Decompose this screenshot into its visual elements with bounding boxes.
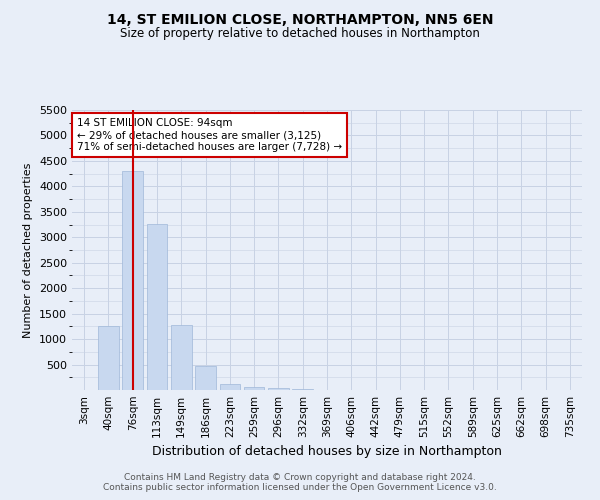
Text: 14 ST EMILION CLOSE: 94sqm
← 29% of detached houses are smaller (3,125)
71% of s: 14 ST EMILION CLOSE: 94sqm ← 29% of deta…	[77, 118, 342, 152]
Bar	[171, 325, 191, 390]
Bar	[98, 326, 119, 390]
Text: Contains HM Land Registry data © Crown copyright and database right 2024.
Contai: Contains HM Land Registry data © Crown c…	[103, 473, 497, 492]
Bar	[122, 171, 143, 390]
Text: Size of property relative to detached houses in Northampton: Size of property relative to detached ho…	[120, 28, 480, 40]
Bar	[195, 366, 216, 390]
Y-axis label: Number of detached properties: Number of detached properties	[23, 162, 34, 338]
Bar	[268, 388, 289, 390]
Bar	[220, 384, 240, 390]
Text: 14, ST EMILION CLOSE, NORTHAMPTON, NN5 6EN: 14, ST EMILION CLOSE, NORTHAMPTON, NN5 6…	[107, 12, 493, 26]
X-axis label: Distribution of detached houses by size in Northampton: Distribution of detached houses by size …	[152, 446, 502, 458]
Bar	[146, 224, 167, 390]
Bar	[244, 387, 265, 390]
